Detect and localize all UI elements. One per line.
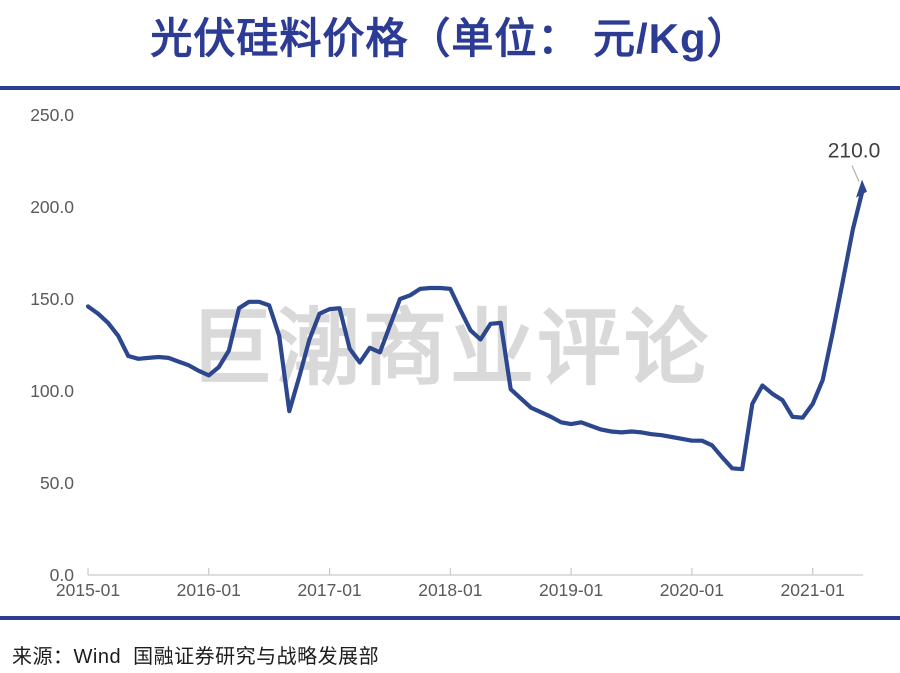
x-axis-tick-label: 2020-01 <box>660 580 724 600</box>
watermark-text: 巨潮商业评论 <box>189 301 711 395</box>
y-axis-tick-label: 50.0 <box>40 473 74 493</box>
y-axis-tick-label: 100.0 <box>30 381 74 401</box>
y-axis-tick-label: 150.0 <box>30 289 74 309</box>
top-divider <box>0 86 900 90</box>
y-axis-tick-label: 200.0 <box>30 197 74 217</box>
chart-title: 光伏硅料价格（单位： 元/Kg） <box>150 15 750 62</box>
x-axis-tick-label: 2019-01 <box>539 580 603 600</box>
line-end-marker <box>856 179 867 198</box>
y-axis-tick-label: 0.0 <box>50 565 75 585</box>
x-axis-labels: 2015-01 2016-01 2017-01 2018-01 2019-01 2020-… <box>56 580 845 600</box>
price-series-line <box>85 186 866 472</box>
x-axis-tick-label: 2018-01 <box>418 580 482 600</box>
x-axis <box>87 568 863 576</box>
y-axis-tick-label: 250.0 <box>30 105 74 125</box>
x-axis-tick-label: 2016-01 <box>177 580 241 600</box>
x-axis-tick-label: 2021-01 <box>781 580 845 600</box>
bottom-divider <box>0 616 900 620</box>
peak-value-label: 210.0 <box>828 140 881 163</box>
annotation-leader-line <box>851 165 860 182</box>
x-axis-tick-label: 2015-01 <box>56 580 120 600</box>
x-axis-tick-label: 2017-01 <box>297 580 361 600</box>
y-axis-labels: 250.0 200.0 150.0 100.0 50.0 0.0 <box>30 105 74 585</box>
source-note: 来源：Wind 国融证券研究与战略发展部 <box>12 646 380 668</box>
